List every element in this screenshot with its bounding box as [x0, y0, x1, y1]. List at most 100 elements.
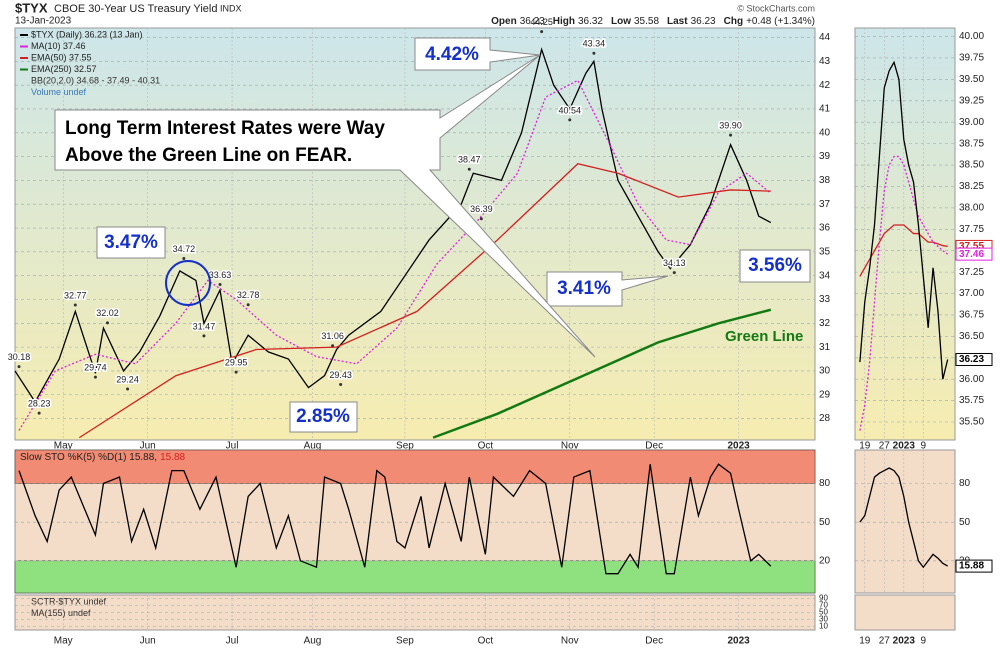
panels: May Jun Jul Aug Sep Oct Nov Dec 2023 28 29 30 31 32 33…	[6, 15, 993, 647]
y-tick-label: 37.75	[959, 224, 984, 235]
x-tick-label: 9	[921, 636, 927, 647]
x-tick-label: Sep	[396, 441, 414, 452]
last-value-label: 37.46	[959, 249, 984, 260]
price-label: 32.78	[237, 290, 260, 300]
date: 13-Jan-2023	[15, 16, 72, 27]
note-line: Above the Green Line on FEAR.	[65, 145, 352, 166]
y-tick-label: 70	[819, 601, 828, 610]
y-tick-label: 80	[959, 478, 971, 489]
exchange: INDX	[220, 3, 242, 13]
series-line	[14, 47, 772, 404]
callout: 3.41%	[557, 278, 611, 299]
price-point	[73, 303, 77, 307]
y-tick-label: 37	[819, 199, 831, 210]
x-tick-label: Oct	[478, 441, 494, 452]
price-point	[592, 51, 596, 55]
x-tick-label: Sep	[396, 636, 414, 647]
callout: 2.85%	[296, 406, 350, 427]
indicator-title: Slow STO %K(5) %D(1) 15.88, 15.88	[20, 452, 186, 463]
legend-entry: MA(155) undef	[31, 608, 91, 618]
price-label: 28.23	[28, 398, 51, 408]
note-line: Long Term Interest Rates were Way	[65, 118, 385, 139]
symbol: $TYX	[15, 0, 48, 15]
y-tick-label: 38.00	[959, 203, 984, 214]
callout: 3.56%	[748, 255, 802, 276]
y-tick-label: 39.75	[959, 53, 984, 64]
x-tick-label: 27	[879, 636, 891, 647]
x-tick-label: Jul	[226, 636, 239, 647]
price-point	[218, 282, 222, 286]
price-label: 29.43	[329, 370, 352, 380]
x-tick-label: Nov	[561, 441, 579, 452]
panel-background	[854, 594, 956, 631]
price-label: 44.25	[530, 17, 553, 27]
y-tick-label: 39.00	[959, 117, 984, 128]
y-tick-label: 36	[819, 223, 831, 234]
y-tick-label: 38.50	[959, 160, 984, 171]
highlight-circle	[165, 260, 211, 306]
price-label: 36.39	[470, 204, 493, 214]
legend-entry: EMA(50) 37.55	[31, 52, 92, 62]
series-line	[859, 224, 948, 277]
y-tick-label: 37.00	[959, 288, 984, 299]
series-line	[18, 79, 772, 431]
price-point	[672, 271, 676, 275]
y-tick-label: 29	[819, 389, 831, 400]
y-tick-label: 41	[819, 104, 831, 115]
overbought-zone	[14, 449, 816, 484]
price-point	[182, 257, 186, 261]
callout-box	[546, 271, 669, 307]
quote-label: High	[553, 16, 575, 27]
security-name: CBOE 30-Year US Treasury Yield	[54, 3, 217, 15]
price-label: 29.24	[116, 374, 139, 384]
x-tick-label: Jun	[140, 441, 156, 452]
callout: 4.42%	[425, 44, 479, 65]
price-point	[202, 334, 206, 338]
x-tick-label: Nov	[561, 636, 579, 647]
series-line	[432, 308, 772, 439]
price-label: 34.13	[663, 258, 686, 268]
last-value-tag	[955, 559, 993, 573]
price-point	[479, 217, 483, 221]
y-tick-label: 10	[819, 622, 828, 631]
price-point	[467, 167, 471, 171]
legend-entry: MA(10) 37.46	[31, 41, 86, 51]
x-tick-label: Aug	[304, 441, 322, 452]
y-tick-label: 80	[819, 478, 831, 489]
quote-label: Last	[667, 16, 688, 27]
y-tick-label: 30	[819, 366, 831, 377]
note-box	[54, 54, 596, 358]
price-point	[17, 365, 21, 369]
y-tick-label: 38.25	[959, 181, 984, 192]
price-label: 33.63	[209, 270, 232, 280]
y-tick-label: 36.50	[959, 331, 984, 342]
x-tick-label: Oct	[478, 636, 494, 647]
oversold-zone	[14, 560, 816, 594]
price-label: 43.34	[583, 39, 606, 49]
panel-background	[854, 449, 956, 594]
quote-value: 36.23	[520, 16, 545, 27]
y-tick-label: 38	[819, 175, 831, 186]
x-tick-label: 19	[859, 636, 871, 647]
price-point	[568, 118, 572, 122]
price-point	[339, 383, 343, 387]
legend-entry: Volume undef	[31, 87, 87, 97]
quote-label: Open	[491, 16, 517, 27]
series-line	[859, 60, 949, 380]
quote-value: 35.58	[634, 16, 659, 27]
indicator-title-part: Slow STO %K(5) %D(1) 15.88,	[20, 452, 157, 463]
y-tick-label: 31	[819, 342, 831, 353]
x-tick-label: Jun	[140, 636, 156, 647]
y-tick-label: 37.25	[959, 267, 984, 278]
price-label: 31.47	[193, 321, 216, 331]
x-tick-label: Jul	[226, 441, 239, 452]
quote: Open 36.23 High 36.32 Low 35.58 Last 36.23 Chg +0…	[491, 16, 815, 27]
x-tick-label: 2023	[893, 441, 916, 452]
y-tick-label: 33	[819, 294, 831, 305]
x-tick-label: Dec	[645, 441, 663, 452]
price-label: 29.95	[225, 358, 248, 368]
y-tick-label: 35.75	[959, 395, 984, 406]
x-tick-label: 27	[879, 441, 891, 452]
price-point	[331, 344, 335, 348]
legend-entry: $TYX (Daily) 36.23 (13 Jan)	[31, 29, 143, 39]
